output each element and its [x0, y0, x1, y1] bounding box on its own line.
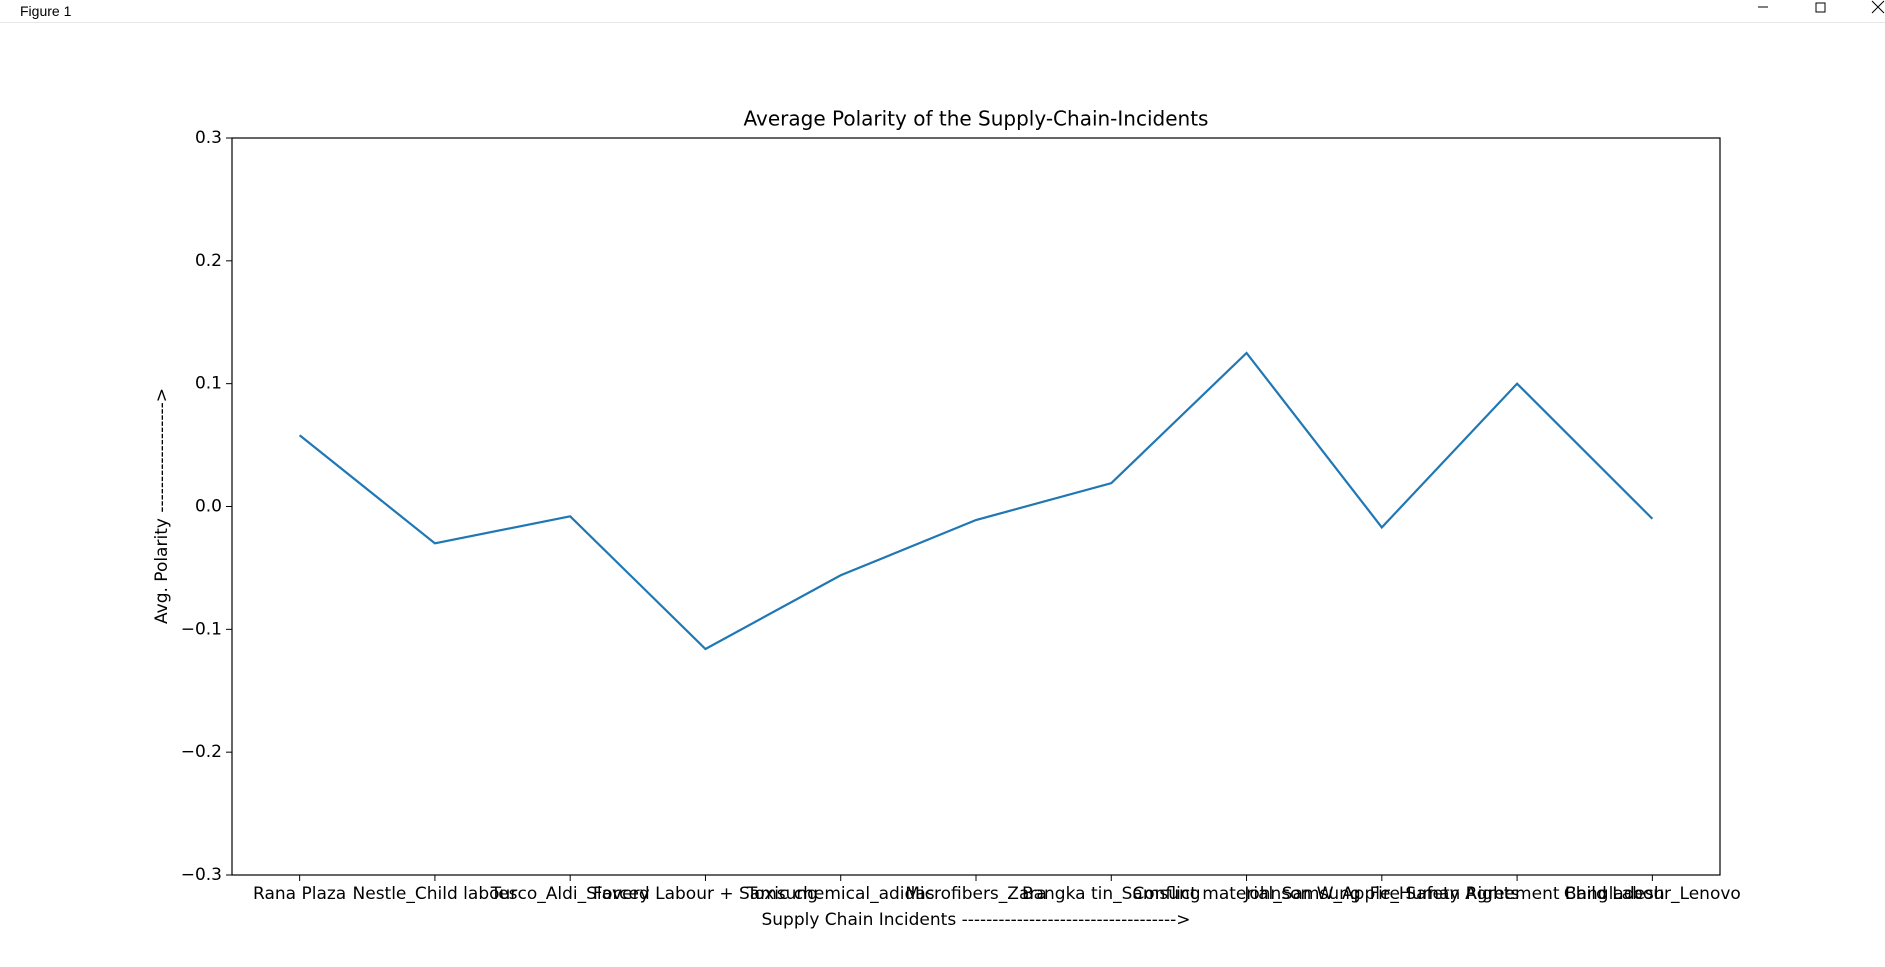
line-series — [298, 351, 1654, 651]
title-bar: Figure 1 — [0, 0, 1885, 23]
x-tick-label: Rana Plaza — [253, 884, 346, 904]
y-tick-label: 0.0 — [195, 497, 222, 517]
x-tick-label: Microfibers_Zara — [905, 884, 1047, 904]
window-title: Figure 1 — [20, 3, 72, 19]
y-tick-label: 0.1 — [195, 374, 222, 394]
x-tick-label: Conflict material_Samsung — [1132, 884, 1360, 904]
y-tick-label: 0.2 — [195, 251, 222, 271]
y-axis-label: Avg. Polarity ------------------> — [152, 388, 172, 624]
x-axis-label: Supply Chain Incidents -----------------… — [761, 910, 1190, 930]
restore[interactable] — [1815, 2, 1826, 13]
close[interactable] — [1871, 0, 1885, 14]
y-tick-label: −0.1 — [181, 619, 222, 639]
x-tick-label: Tesco_Aldi_Slavery — [490, 884, 650, 904]
x-tick-label: Child Labour_Lenovo — [1564, 884, 1741, 904]
x-tick-label: Bangka tin_Samsung — [1022, 884, 1201, 904]
x-tick-label: Nestle_Child labour — [353, 884, 518, 904]
plot-frame — [231, 137, 1721, 876]
y-tick-label: −0.2 — [181, 742, 222, 762]
y-tick-label: 0.3 — [195, 128, 222, 148]
x-tick-label: Johnson W_Apple_Human Rights — [1243, 884, 1519, 904]
x-tick-label: Toxic chemical_adidas — [746, 884, 935, 904]
y-tick-label: −0.3 — [181, 865, 222, 885]
x-tick-label: Fire Safety Agreement Bangladesh — [1370, 884, 1665, 904]
window-controls — [1758, 0, 1885, 14]
chart-title: Average Polarity of the Supply-Chain-Inc… — [744, 107, 1209, 131]
x-tick-label: Forced Labour + Samsung — [593, 884, 818, 904]
